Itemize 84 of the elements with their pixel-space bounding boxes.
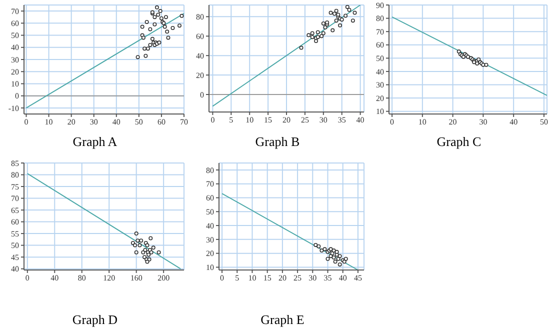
x-tick-label: 40 — [50, 274, 59, 283]
y-tick-label: 50 — [11, 31, 19, 40]
y-tick-label: 60 — [11, 19, 19, 28]
y-tick-label: 30 — [206, 235, 214, 244]
x-tick-label: 35 — [324, 274, 332, 283]
x-tick-label: 0 — [25, 274, 30, 283]
x-tick-label: 60 — [157, 118, 166, 127]
y-tick-label: 10 — [206, 263, 214, 272]
y-tick-label: 40 — [196, 51, 204, 60]
x-tick-label: 10 — [418, 118, 426, 127]
x-tick-label: 120 — [103, 274, 116, 283]
y-tick-label: 60 — [206, 194, 214, 203]
y-tick-label: 50 — [206, 207, 214, 216]
y-tick-label: 75 — [11, 182, 19, 192]
y-tick-label: 10 — [376, 107, 384, 116]
y-tick-label: 0 — [15, 92, 19, 101]
y-tick-label: 65 — [11, 206, 19, 215]
x-tick-label: 10 — [246, 116, 254, 125]
x-tick-label: 70 — [180, 118, 188, 127]
y-tick-label: 60 — [196, 32, 204, 41]
y-tick-label: 10 — [11, 80, 19, 89]
x-tick-label: 50 — [540, 118, 548, 127]
y-tick-label: 70 — [11, 6, 19, 16]
y-tick-label: 30 — [11, 55, 19, 64]
x-tick-label: 40 — [510, 118, 518, 127]
x-tick-label: 15 — [264, 116, 272, 125]
y-tick-label: 40 — [206, 221, 214, 230]
y-tick-label: 60 — [11, 218, 19, 227]
y-tick-label: -10 — [8, 104, 19, 113]
x-tick-label: 30 — [308, 274, 317, 283]
y-tick-label: 40 — [11, 264, 19, 274]
text: Graph A — [72, 134, 118, 150]
x-tick-label: 20 — [282, 116, 290, 125]
y-tick-label: 55 — [11, 229, 19, 238]
x-tick-label: 5 — [229, 116, 234, 125]
text: Graph D — [71, 312, 119, 328]
y-tick-label: 45 — [11, 252, 19, 262]
x-tick-label: 30 — [479, 118, 488, 127]
y-tick-label: 40 — [376, 67, 384, 76]
y-tick-label: 20 — [11, 67, 19, 76]
text: Graph B — [254, 134, 301, 150]
x-tick-label: 40 — [356, 116, 364, 125]
text: Graph C — [436, 134, 482, 150]
y-tick-label: 20 — [376, 94, 384, 103]
y-tick-label: 80 — [206, 166, 214, 175]
y-tick-label: 70 — [11, 194, 19, 204]
x-tick-label: 5 — [235, 274, 240, 283]
x-tick-label: 45 — [354, 274, 362, 283]
x-tick-label: 160 — [130, 274, 142, 283]
y-tick-label: 70 — [376, 27, 384, 36]
y-tick-label: 20 — [196, 70, 204, 80]
y-tick-label: 40 — [11, 43, 19, 52]
x-tick-label: 25 — [294, 274, 302, 283]
y-tick-label: 85 — [11, 158, 19, 168]
x-tick-label: 40 — [112, 118, 120, 127]
y-tick-label: 20 — [206, 249, 214, 258]
y-tick-label: 90 — [376, 0, 384, 10]
y-tick-label: 80 — [11, 170, 19, 180]
x-tick-label: 80 — [78, 274, 86, 283]
y-tick-label: 80 — [376, 14, 384, 24]
x-tick-label: 20 — [278, 274, 286, 283]
x-tick-label: 0 — [220, 274, 224, 283]
x-tick-label: 30 — [319, 116, 328, 125]
y-tick-label: 50 — [11, 241, 19, 250]
x-tick-label: 10 — [44, 118, 53, 127]
y-tick-label: 30 — [376, 80, 384, 90]
x-tick-label: 0 — [390, 118, 394, 127]
x-tick-label: 15 — [263, 274, 272, 283]
y-tick-label: 0 — [200, 90, 204, 100]
y-tick-label: 50 — [376, 54, 384, 64]
text: Graph E — [260, 312, 306, 328]
x-tick-label: 20 — [67, 118, 76, 127]
x-tick-label: 50 — [134, 118, 143, 127]
y-tick-label: 70 — [206, 180, 214, 189]
x-tick-label: 30 — [90, 118, 98, 127]
x-tick-label: 0 — [24, 118, 28, 127]
x-tick-label: 20 — [448, 118, 457, 127]
y-tick-label: 60 — [376, 40, 384, 50]
y-tick-label: 80 — [196, 12, 204, 22]
x-tick-label: 40 — [338, 274, 347, 283]
x-tick-label: 10 — [248, 274, 256, 283]
x-tick-label: 25 — [300, 116, 309, 125]
x-tick-label: 200 — [158, 274, 170, 283]
x-tick-label: 35 — [338, 116, 346, 125]
